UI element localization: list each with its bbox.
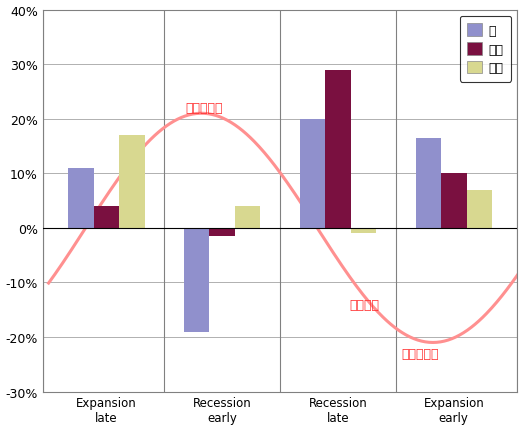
Text: 景気の波: 景気の波 bbox=[349, 298, 380, 311]
Text: 景気ボトム: 景気ボトム bbox=[402, 347, 439, 360]
Bar bbox=[441, 174, 467, 228]
Bar bbox=[325, 71, 351, 228]
Bar bbox=[69, 169, 94, 228]
Bar bbox=[210, 228, 235, 237]
Text: 景気トップ: 景気トップ bbox=[185, 102, 223, 115]
Bar bbox=[416, 138, 441, 228]
Bar bbox=[119, 136, 145, 228]
Legend: 株, 債券, 商品: 株, 債券, 商品 bbox=[460, 17, 511, 83]
Bar bbox=[351, 228, 376, 234]
Bar bbox=[235, 206, 260, 228]
Bar bbox=[300, 120, 325, 228]
Bar bbox=[94, 206, 119, 228]
Bar bbox=[467, 190, 492, 228]
Bar bbox=[184, 228, 210, 332]
